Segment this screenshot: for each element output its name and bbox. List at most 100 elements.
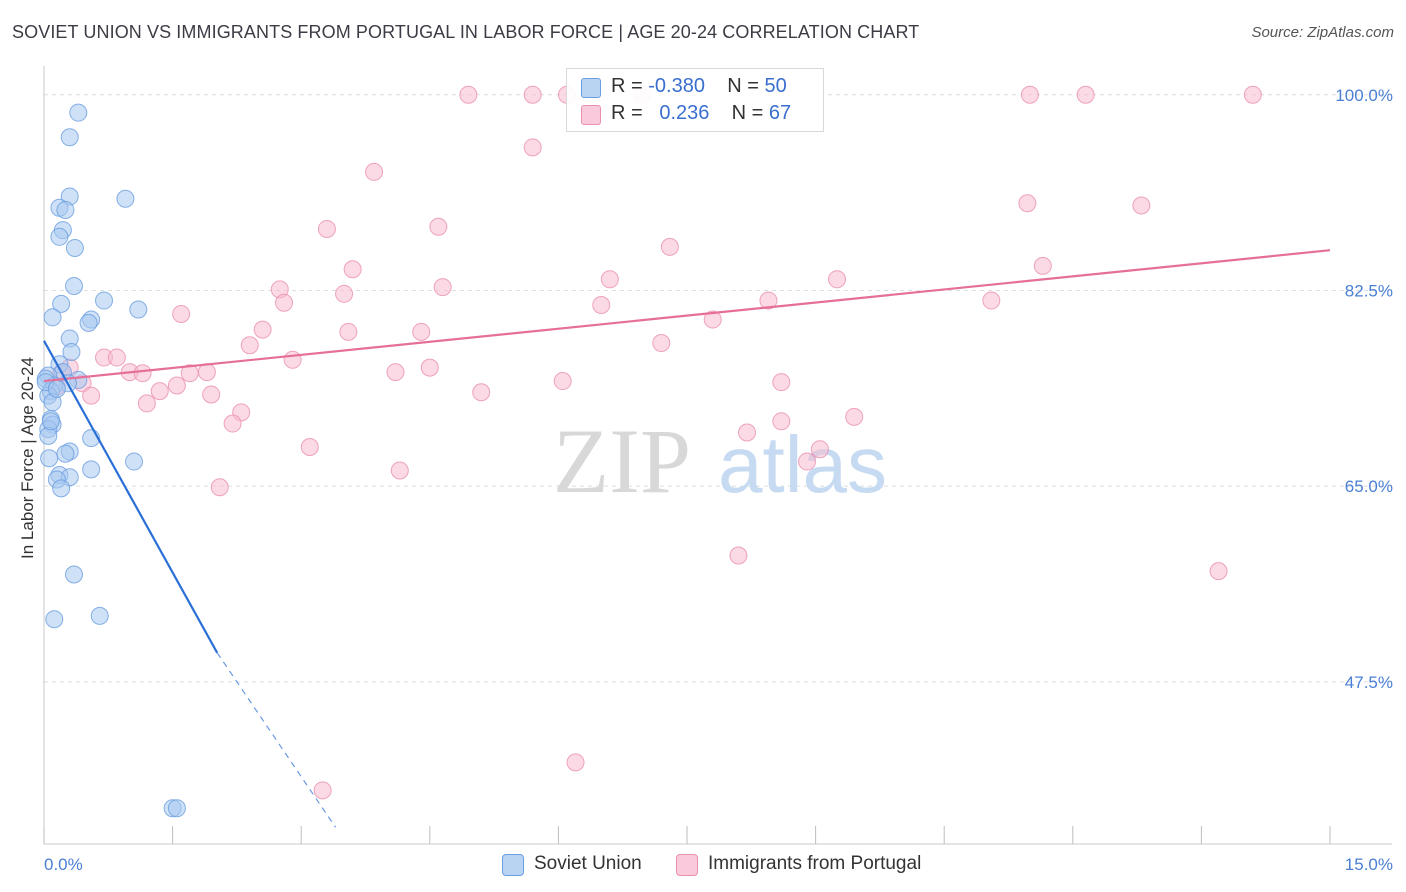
grid-lines: [44, 94, 1392, 683]
data-point-portugal: [828, 270, 847, 289]
tick-labels: 47.5% 65.0% 82.5% 100.0% 0.0% 15.0%: [44, 86, 1393, 874]
legend-label-portugal: Immigrants from Portugal: [708, 853, 922, 874]
data-point-portugal: [523, 85, 542, 104]
n-value-soviet: 50: [764, 75, 787, 97]
data-point-soviet: [65, 238, 84, 257]
data-point-portugal: [223, 414, 242, 433]
data-point-portugal: [772, 373, 791, 392]
data-point-portugal: [472, 383, 491, 402]
data-point-portugal: [1020, 85, 1039, 104]
data-point-portugal: [420, 358, 439, 377]
series-soviet-points: [36, 103, 186, 818]
data-point-portugal: [729, 546, 748, 565]
data-point-portugal: [759, 291, 778, 310]
data-point-portugal: [845, 407, 864, 426]
n-label: N =: [731, 102, 764, 124]
data-point-portugal: [433, 278, 452, 297]
data-point-portugal: [738, 423, 757, 442]
data-point-portugal: [335, 284, 354, 303]
y-tick-label: 100.0%: [1335, 86, 1393, 105]
data-point-soviet: [43, 308, 62, 327]
trend-line-soviet: [43, 340, 219, 654]
data-point-soviet: [65, 565, 84, 584]
data-point-portugal: [592, 296, 611, 315]
data-point-portugal: [107, 348, 126, 367]
data-point-portugal: [167, 376, 186, 395]
chart-title: SOVIET UNION VS IMMIGRANTS FROM PORTUGAL…: [12, 22, 920, 42]
r-label: R =: [611, 102, 643, 124]
data-point-portugal: [652, 334, 671, 353]
data-point-portugal: [313, 781, 332, 800]
data-point-soviet: [50, 227, 69, 246]
data-point-portugal: [275, 293, 294, 312]
data-point-soviet: [52, 294, 71, 313]
series-legend: Soviet Union Immigrants from Portugal: [0, 852, 1406, 878]
data-point-portugal: [1018, 194, 1037, 213]
n-label: N =: [727, 75, 759, 97]
data-point-soviet: [65, 276, 84, 295]
trend-line-soviet-extension: [216, 652, 336, 828]
r-value-soviet: -0.380: [648, 75, 705, 97]
source-label: Source: ZipAtlas.com: [1251, 24, 1394, 41]
data-point-soviet: [62, 342, 81, 361]
trend-lines: [43, 249, 1331, 828]
data-point-soviet: [82, 460, 101, 479]
data-point-soviet: [167, 799, 186, 818]
n-value-portugal: 67: [768, 102, 792, 124]
data-point-portugal: [343, 260, 362, 279]
x-tick-label: 15.0%: [1345, 855, 1393, 874]
legend-label-soviet: Soviet Union: [534, 853, 642, 874]
r-value-portugal: 0.236: [659, 102, 710, 124]
y-tick-label: 82.5%: [1345, 281, 1393, 300]
data-point-portugal: [137, 394, 156, 413]
data-point-soviet: [41, 412, 60, 431]
data-point-portugal: [566, 753, 585, 772]
data-point-portugal: [202, 385, 221, 404]
data-point-portugal: [172, 304, 191, 323]
data-point-portugal: [150, 382, 169, 401]
data-point-portugal: [600, 270, 619, 289]
data-point-portugal: [386, 363, 405, 382]
data-point-portugal: [390, 461, 409, 480]
data-point-soviet: [95, 291, 114, 310]
series-portugal-points: [47, 85, 1262, 800]
data-point-soviet: [47, 379, 66, 398]
legend-swatch-portugal: [676, 854, 698, 876]
data-point-portugal: [283, 350, 302, 369]
data-point-soviet: [60, 128, 79, 147]
data-point-portugal: [300, 438, 319, 457]
data-point-portugal: [1243, 85, 1262, 104]
data-point-soviet: [116, 189, 135, 208]
data-point-portugal: [82, 386, 101, 405]
y-tick-label: 65.0%: [1345, 477, 1393, 496]
data-point-soviet: [79, 313, 98, 332]
data-point-soviet: [40, 449, 59, 468]
data-point-portugal: [982, 291, 1001, 310]
data-point-portugal: [459, 85, 478, 104]
data-point-portugal: [253, 320, 272, 339]
data-point-portugal: [772, 412, 791, 431]
data-point-soviet: [56, 444, 75, 463]
data-point-soviet: [69, 103, 88, 122]
data-point-portugal: [1132, 196, 1151, 215]
data-point-portugal: [210, 478, 229, 497]
y-tick-label: 47.5%: [1345, 673, 1393, 692]
data-point-portugal: [660, 237, 679, 256]
data-point-portugal: [798, 452, 817, 471]
data-point-portugal: [523, 138, 542, 157]
data-point-portugal: [1076, 85, 1095, 104]
correlation-legend: R = -0.380 N = 50 R = 0.236 N = 67: [566, 68, 824, 132]
data-point-portugal: [240, 336, 259, 355]
legend-swatch-portugal: [581, 105, 601, 125]
data-point-portugal: [703, 310, 722, 329]
data-point-soviet: [90, 606, 109, 625]
data-point-portugal: [365, 162, 384, 181]
data-point-portugal: [553, 372, 572, 391]
data-point-portugal: [429, 217, 448, 236]
data-point-soviet: [52, 479, 71, 498]
legend-swatch-soviet: [581, 78, 601, 98]
data-point-soviet: [45, 610, 64, 629]
data-point-portugal: [317, 219, 336, 238]
r-label: R =: [611, 75, 643, 97]
